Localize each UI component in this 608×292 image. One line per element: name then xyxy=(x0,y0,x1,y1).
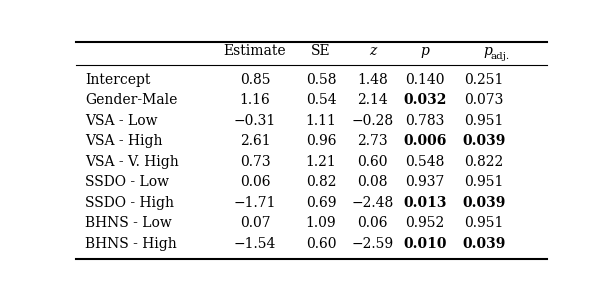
Text: −1.54: −1.54 xyxy=(234,237,276,251)
Text: VSA - V. High: VSA - V. High xyxy=(85,155,179,169)
Text: 0.140: 0.140 xyxy=(405,73,444,87)
Text: 0.08: 0.08 xyxy=(358,175,388,189)
Text: −2.59: −2.59 xyxy=(352,237,394,251)
Text: −2.48: −2.48 xyxy=(352,196,394,210)
Text: p: p xyxy=(483,44,492,58)
Text: BHNS - High: BHNS - High xyxy=(85,237,177,251)
Text: Gender-Male: Gender-Male xyxy=(85,93,178,107)
Text: 2.73: 2.73 xyxy=(358,134,388,148)
Text: SSDO - High: SSDO - High xyxy=(85,196,174,210)
Text: 0.039: 0.039 xyxy=(462,237,505,251)
Text: 0.60: 0.60 xyxy=(306,237,336,251)
Text: 0.951: 0.951 xyxy=(464,216,503,230)
Text: 0.96: 0.96 xyxy=(306,134,336,148)
Text: 0.951: 0.951 xyxy=(464,114,503,128)
Text: 1.21: 1.21 xyxy=(306,155,336,169)
Text: 0.06: 0.06 xyxy=(240,175,271,189)
Text: 0.85: 0.85 xyxy=(240,73,271,87)
Text: adj.: adj. xyxy=(490,52,510,61)
Text: 0.548: 0.548 xyxy=(405,155,444,169)
Text: 0.58: 0.58 xyxy=(306,73,336,87)
Text: 0.952: 0.952 xyxy=(405,216,444,230)
Text: 0.013: 0.013 xyxy=(403,196,446,210)
Text: 0.039: 0.039 xyxy=(462,196,505,210)
Text: 0.73: 0.73 xyxy=(240,155,271,169)
Text: 0.039: 0.039 xyxy=(462,134,505,148)
Text: 0.07: 0.07 xyxy=(240,216,271,230)
Text: 0.06: 0.06 xyxy=(358,216,388,230)
Text: 0.006: 0.006 xyxy=(403,134,446,148)
Text: 0.251: 0.251 xyxy=(464,73,503,87)
Text: 0.783: 0.783 xyxy=(405,114,444,128)
Text: 2.14: 2.14 xyxy=(358,93,389,107)
Text: 0.010: 0.010 xyxy=(403,237,446,251)
Text: SE: SE xyxy=(311,44,331,58)
Text: SSDO - Low: SSDO - Low xyxy=(85,175,170,189)
Text: 0.073: 0.073 xyxy=(464,93,503,107)
Text: −0.28: −0.28 xyxy=(352,114,394,128)
Text: −0.31: −0.31 xyxy=(234,114,276,128)
Text: VSA - High: VSA - High xyxy=(85,134,163,148)
Text: 1.09: 1.09 xyxy=(306,216,336,230)
Text: BHNS - Low: BHNS - Low xyxy=(85,216,172,230)
Text: 1.11: 1.11 xyxy=(306,114,336,128)
Text: 0.60: 0.60 xyxy=(358,155,388,169)
Text: 0.032: 0.032 xyxy=(403,93,446,107)
Text: p: p xyxy=(420,44,429,58)
Text: 1.48: 1.48 xyxy=(358,73,389,87)
Text: 0.69: 0.69 xyxy=(306,196,336,210)
Text: 1.16: 1.16 xyxy=(240,93,271,107)
Text: z: z xyxy=(369,44,376,58)
Text: 0.54: 0.54 xyxy=(306,93,336,107)
Text: Intercept: Intercept xyxy=(85,73,151,87)
Text: 2.61: 2.61 xyxy=(240,134,271,148)
Text: 0.82: 0.82 xyxy=(306,175,336,189)
Text: 0.951: 0.951 xyxy=(464,175,503,189)
Text: Estimate: Estimate xyxy=(224,44,286,58)
Text: −1.71: −1.71 xyxy=(234,196,276,210)
Text: 0.937: 0.937 xyxy=(405,175,444,189)
Text: VSA - Low: VSA - Low xyxy=(85,114,158,128)
Text: 0.822: 0.822 xyxy=(464,155,503,169)
